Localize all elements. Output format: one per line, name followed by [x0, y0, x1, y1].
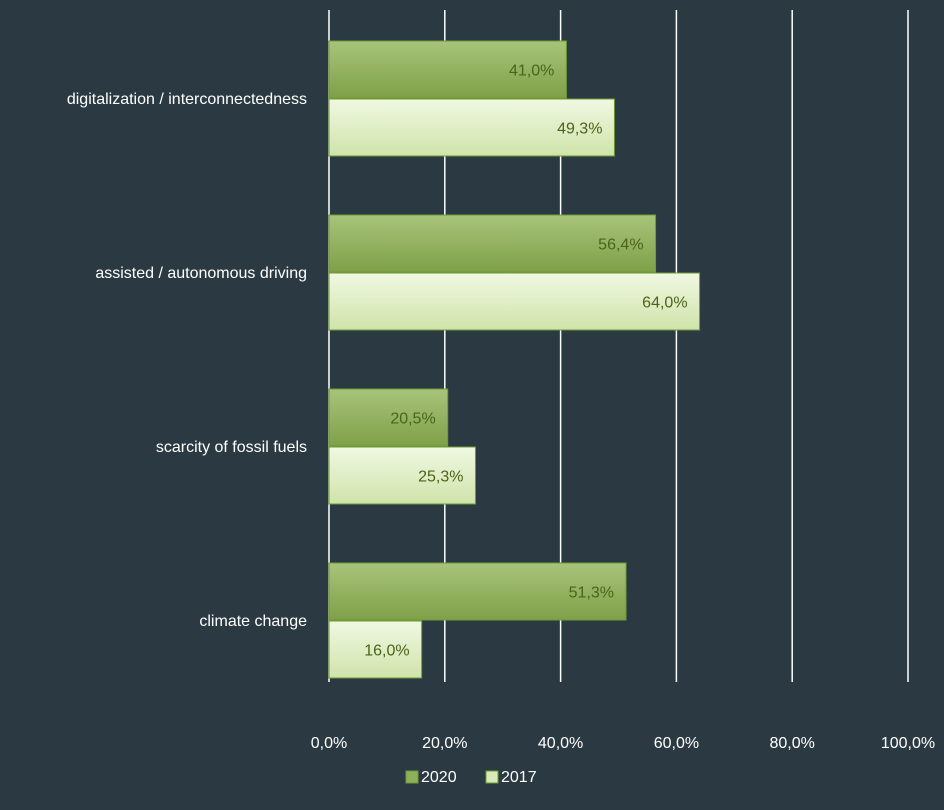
bar-2017: [328, 620, 423, 679]
x-tick-label: 80,0%: [770, 735, 815, 752]
x-tick-label: 20,0%: [422, 735, 467, 752]
data-label: 64,0%: [642, 295, 687, 312]
bar-2020: [328, 214, 657, 273]
bars: [328, 40, 701, 679]
data-label: 49,3%: [557, 121, 602, 138]
category-label: assisted / autonomous driving: [95, 265, 307, 282]
bar-2017: [328, 446, 476, 505]
data-label: 56,4%: [598, 237, 643, 254]
data-label: 25,3%: [418, 469, 463, 486]
data-label: 16,0%: [364, 643, 409, 660]
data-label: 41,0%: [509, 63, 554, 80]
bar-2017: [328, 98, 615, 157]
value-labels: 41,0% 49,3% 56,4% 64,0% 20,5% 25,3% 51,3% 16,0%: [364, 63, 687, 660]
bar-2020: [328, 562, 627, 621]
legend-swatch-2020: [405, 770, 419, 784]
x-tick-label: 40,0%: [538, 735, 583, 752]
x-tick-labels: 0,0% 20,0% 40,0% 60,0% 80,0% 100,0%: [311, 735, 935, 752]
legend-label-2017: 2017: [501, 769, 537, 786]
data-label: 20,5%: [390, 411, 435, 428]
legend: 2020 2017: [405, 769, 537, 786]
category-label: digitalization / interconnectedness: [67, 91, 307, 108]
x-tick-label: 100,0%: [881, 735, 935, 752]
bar-2020: [328, 388, 449, 447]
legend-swatch-2017: [485, 770, 499, 784]
category-label: climate change: [199, 613, 307, 630]
bar-2020: [328, 40, 567, 99]
data-label: 51,3%: [569, 585, 614, 602]
bar-2017: [328, 272, 701, 331]
category-label: scarcity of fossil fuels: [156, 439, 307, 456]
legend-label-2020: 2020: [421, 769, 457, 786]
x-tick-label: 60,0%: [654, 735, 699, 752]
category-labels: digitalization / interconnectedness assis…: [67, 91, 307, 630]
x-tick-label: 0,0%: [311, 735, 347, 752]
